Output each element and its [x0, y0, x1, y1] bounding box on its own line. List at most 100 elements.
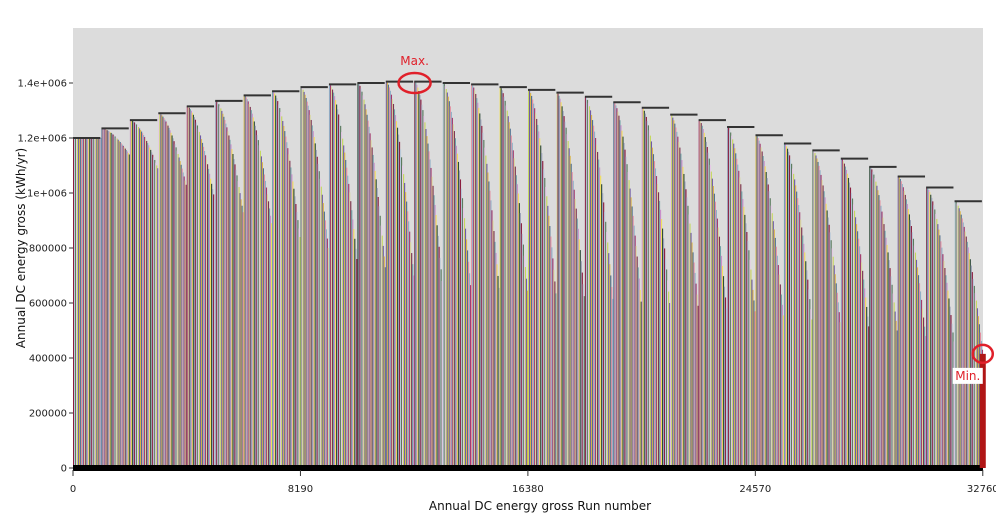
bar — [489, 190, 491, 469]
bar — [431, 176, 433, 469]
bar — [239, 193, 241, 468]
bar — [772, 221, 774, 468]
bar — [603, 202, 605, 468]
bar — [607, 242, 609, 468]
bar — [921, 308, 924, 468]
bar — [919, 291, 922, 468]
bar — [943, 260, 945, 468]
bar — [464, 228, 467, 468]
bar — [625, 156, 627, 468]
bar — [831, 248, 833, 468]
bar — [396, 127, 399, 469]
bar — [927, 188, 929, 469]
bar — [711, 178, 713, 468]
bar — [453, 131, 455, 469]
bar — [165, 121, 167, 468]
bar — [98, 138, 100, 468]
bar — [977, 316, 979, 468]
bar — [765, 172, 767, 468]
bar — [447, 96, 449, 469]
max-label: Max. — [400, 54, 429, 68]
bar — [300, 87, 302, 469]
bar — [405, 192, 407, 468]
bar — [769, 198, 771, 469]
y-tick-label: 400000 — [29, 354, 67, 365]
bar — [477, 102, 479, 468]
bar — [950, 315, 952, 468]
bar — [391, 99, 394, 468]
bar — [357, 83, 359, 468]
bar — [904, 194, 906, 468]
bar — [297, 220, 299, 468]
bar — [500, 88, 502, 469]
bar — [358, 83, 360, 468]
bar — [332, 92, 335, 468]
bar — [673, 120, 675, 468]
bar — [385, 81, 387, 469]
bar — [861, 262, 863, 468]
bar — [590, 114, 593, 468]
bar — [402, 165, 404, 468]
bar — [948, 298, 950, 468]
bar — [645, 116, 647, 468]
bar — [168, 127, 170, 468]
bar — [812, 150, 814, 469]
bar — [150, 149, 152, 468]
bar — [328, 84, 331, 469]
bar — [433, 195, 435, 468]
bar — [538, 131, 540, 468]
bar — [449, 106, 451, 468]
bar — [637, 267, 639, 468]
bar — [178, 157, 180, 469]
bar — [694, 272, 696, 468]
bar — [952, 332, 954, 468]
bar — [371, 147, 373, 469]
bar — [721, 265, 724, 468]
bar — [674, 123, 676, 468]
bar — [886, 244, 888, 468]
bar — [612, 298, 614, 469]
bar — [767, 184, 769, 468]
bar — [655, 176, 658, 468]
bar — [541, 153, 543, 468]
bar — [322, 203, 324, 469]
bar — [863, 279, 865, 468]
bar — [843, 163, 845, 469]
bar — [860, 254, 862, 468]
bar — [593, 131, 596, 468]
bar — [518, 203, 520, 469]
bar — [126, 151, 128, 468]
bar — [122, 145, 124, 468]
bar — [764, 166, 766, 468]
bar — [232, 154, 234, 468]
bar — [669, 303, 671, 468]
bar — [183, 176, 185, 468]
min-bar — [979, 353, 986, 468]
bar — [349, 192, 351, 468]
bar — [473, 87, 475, 468]
bar — [622, 136, 624, 468]
bar — [896, 330, 898, 468]
bar — [583, 296, 585, 469]
bar — [146, 140, 148, 468]
bar — [382, 245, 384, 468]
bar — [766, 178, 768, 468]
bar — [967, 247, 969, 468]
bar — [587, 102, 590, 468]
bar-cap — [243, 94, 271, 97]
bar — [951, 323, 953, 468]
bar — [317, 163, 319, 468]
bar — [329, 85, 332, 469]
bar — [361, 91, 363, 469]
bar — [304, 94, 306, 468]
bar — [90, 138, 92, 468]
bar — [774, 237, 776, 468]
bar — [901, 184, 903, 468]
bar — [446, 92, 448, 469]
bar — [524, 267, 527, 468]
bar — [352, 219, 354, 468]
bar — [882, 217, 884, 468]
bar — [561, 106, 563, 468]
bar — [403, 174, 405, 469]
bar — [718, 236, 721, 468]
